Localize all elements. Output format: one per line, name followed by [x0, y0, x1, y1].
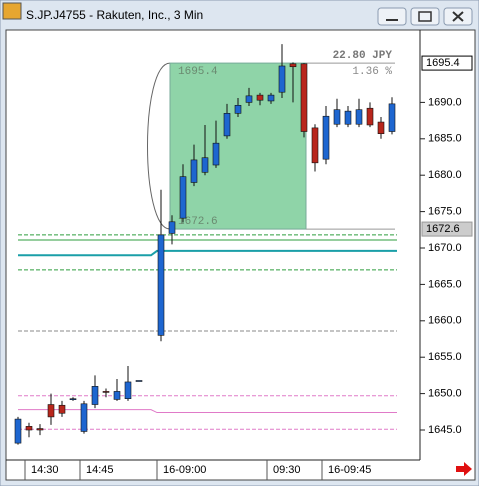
candle-body	[179, 176, 187, 219]
x-tick-label: 14:45	[86, 464, 114, 476]
y-tick-label: 1675.0	[428, 206, 462, 218]
candle-body	[201, 157, 209, 173]
price-marker	[421, 221, 473, 237]
candle-body	[377, 121, 385, 135]
y-tick-label: 1665.0	[428, 278, 462, 290]
candle-body	[322, 115, 330, 160]
candle-body	[333, 109, 341, 125]
x-tick-label: 16-09:45	[328, 464, 371, 476]
candle-body	[135, 380, 143, 382]
price-marker-label: 1695.4	[426, 57, 460, 69]
candle-body	[80, 403, 88, 432]
x-tick-label: 14:30	[31, 464, 59, 476]
candle-body	[157, 234, 165, 336]
candle-body	[102, 391, 110, 393]
price-marker	[421, 55, 473, 71]
y-tick-label: 1655.0	[428, 351, 462, 363]
candle-body	[267, 94, 275, 102]
candle-body	[289, 63, 297, 68]
candle-body	[124, 381, 132, 400]
candle-body	[234, 105, 242, 114]
y-tick-label: 1650.0	[428, 388, 462, 400]
measure-change: 22.80 JPY	[333, 50, 393, 62]
candle-body	[190, 159, 198, 183]
close-icon	[452, 11, 464, 22]
candle-body	[223, 113, 231, 137]
measure-box	[169, 62, 307, 230]
scroll-arrow[interactable]	[456, 462, 472, 476]
candle-body	[113, 391, 121, 400]
candle-body	[168, 221, 176, 234]
maximize-button[interactable]	[410, 7, 440, 26]
app-icon	[2, 2, 22, 20]
y-tick-label: 1660.0	[428, 315, 462, 327]
x-tick-label: 09:30	[273, 464, 301, 476]
window-title: S.JP.J4755 - Rakuten, Inc., 3 Min	[26, 8, 203, 22]
candle-body	[278, 65, 286, 93]
candle-body	[344, 110, 352, 125]
candle-body	[300, 63, 308, 132]
measure-bottom-label: 1672.6	[178, 216, 218, 228]
measure-percent: 1.36 %	[352, 66, 392, 78]
candle-body	[366, 107, 374, 126]
x-tick-label: 16-09:00	[163, 464, 206, 476]
y-tick-label: 1690.0	[428, 96, 462, 108]
candle-body	[311, 127, 319, 164]
y-tick-label: 1645.0	[428, 424, 462, 436]
candle-body	[25, 426, 33, 431]
measure-connector	[147, 62, 171, 230]
indicator-line	[18, 249, 397, 257]
y-tick-label: 1680.0	[428, 169, 462, 181]
candle-body	[256, 94, 264, 101]
price-marker-label: 1672.6	[426, 223, 460, 235]
measure-top-label: 1695.4	[178, 66, 218, 78]
candle-body	[388, 103, 396, 132]
candle-body	[58, 404, 66, 414]
candle-body	[36, 428, 44, 431]
candle-body	[91, 386, 99, 405]
minimize-button[interactable]	[377, 7, 407, 26]
candle-body	[69, 398, 77, 401]
candle-body	[47, 404, 55, 418]
y-tick-label: 1685.0	[428, 133, 462, 145]
candle-body	[245, 95, 253, 103]
candle-body	[212, 142, 220, 166]
candle-body	[14, 418, 22, 444]
y-tick-label: 1670.0	[428, 242, 462, 254]
maximize-icon	[418, 11, 432, 22]
candle-body	[355, 109, 363, 125]
